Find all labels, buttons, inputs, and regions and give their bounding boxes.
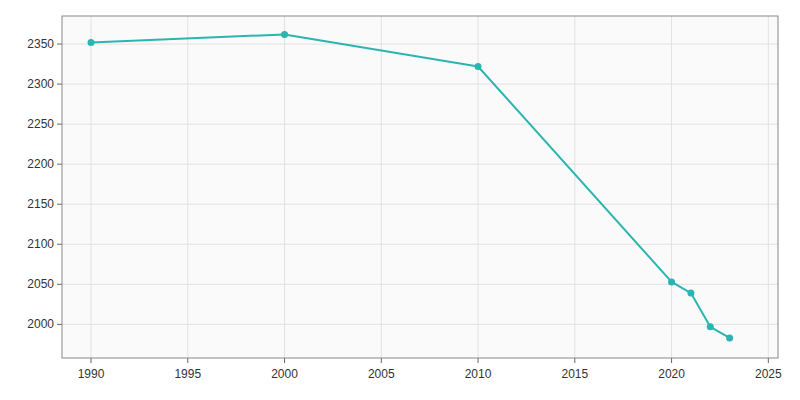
grid-line-y — [62, 204, 778, 205]
grid-line-x — [574, 16, 575, 358]
tick-label-y: 2150 — [27, 197, 54, 211]
tick-x — [768, 358, 769, 363]
tick-x — [671, 358, 672, 363]
tick-label-x: 1990 — [78, 367, 105, 381]
grid-line-y — [62, 324, 778, 325]
chart: 1990 1995 2000 2005 2010 2015 2020 2025 2000 2050… — [0, 0, 800, 400]
tick-label-y: 2250 — [27, 117, 54, 131]
data-layer — [88, 31, 734, 342]
point — [281, 31, 288, 38]
tick-x — [574, 358, 575, 363]
tick-label-x: 2015 — [561, 367, 588, 381]
grid-line-x — [381, 16, 382, 358]
chart-container: 1990 1995 2000 2005 2010 2015 2020 2025 2000 2050… — [0, 0, 800, 400]
tick-x — [187, 358, 188, 363]
grid-line-y — [62, 124, 778, 125]
tick-y — [57, 244, 62, 245]
grid-line-y — [62, 44, 778, 45]
point — [88, 39, 95, 46]
point — [726, 334, 733, 341]
plot-frame — [62, 16, 778, 358]
tick-label-x: 2025 — [755, 367, 782, 381]
tick-y — [57, 204, 62, 205]
grid-line-y — [62, 84, 778, 85]
tick-x — [91, 358, 92, 363]
tick-label-y: 2000 — [27, 317, 54, 331]
tick-label-x: 2000 — [271, 367, 298, 381]
tick-label-x: 2020 — [658, 367, 685, 381]
grid-line-y — [62, 164, 778, 165]
tick-y — [57, 324, 62, 325]
point — [707, 323, 714, 330]
point — [668, 278, 675, 285]
point — [475, 63, 482, 70]
grid-line-x — [284, 16, 285, 358]
tick-y — [57, 84, 62, 85]
tick-x — [381, 358, 382, 363]
plot-background — [62, 16, 778, 358]
tick-y — [57, 164, 62, 165]
tick-label-y: 2100 — [27, 237, 54, 251]
tick-label-y: 2200 — [27, 157, 54, 171]
tick-x — [284, 358, 285, 363]
grid-line-x — [671, 16, 672, 358]
grid-line-x — [187, 16, 188, 358]
tick-label-y: 2300 — [27, 77, 54, 91]
tick-label-y: 2350 — [27, 37, 54, 51]
tick-label-x: 2005 — [368, 367, 395, 381]
grid — [62, 16, 778, 358]
tick-y — [57, 124, 62, 125]
tick-label-x: 1995 — [174, 367, 201, 381]
tick-y — [57, 284, 62, 285]
tick-label-x: 2010 — [465, 367, 492, 381]
grid-line-y — [62, 244, 778, 245]
tick-x — [478, 358, 479, 363]
grid-line-x — [768, 16, 769, 358]
grid-line-x — [91, 16, 92, 358]
point — [687, 290, 694, 297]
line — [91, 34, 730, 338]
tick-label-y: 2050 — [27, 277, 54, 291]
tick-y — [57, 44, 62, 45]
axes: 1990 1995 2000 2005 2010 2015 2020 2025 2000 2050… — [27, 37, 782, 381]
